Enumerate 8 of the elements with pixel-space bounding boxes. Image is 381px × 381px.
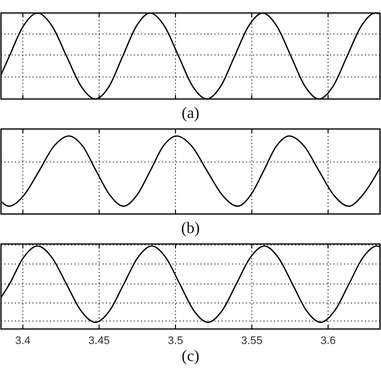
x-tick-label: 3.5 [168, 335, 184, 347]
x-axis-title: (a) [182, 105, 200, 122]
x-tick-label: 3.45 [88, 335, 110, 347]
x-axis-title: (c) [182, 348, 200, 365]
x-tick-label: 3.6 [320, 335, 336, 347]
x-axis-title: (b) [181, 220, 200, 237]
x-tick-label: 3.4 [15, 335, 30, 347]
x-tick-label: 3.55 [241, 335, 262, 347]
